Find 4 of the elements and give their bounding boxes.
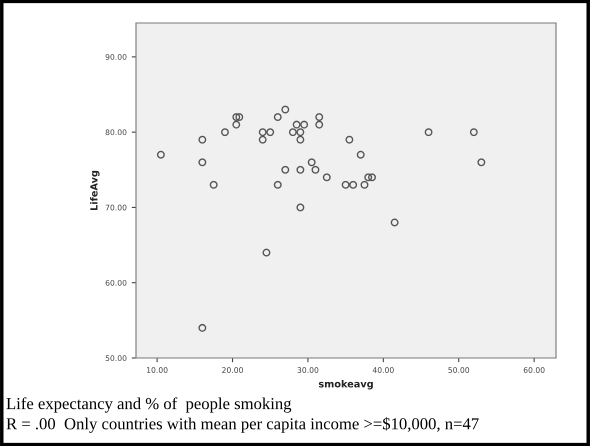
text: R = .00 Only countries with mean per capita income >=$10,000, n=47 [6, 417, 479, 433]
text: Life expectancy and % of people smoking [6, 397, 292, 413]
x-axis-title: smokeavg [318, 380, 373, 390]
y-axis-title: LifeAvg [90, 170, 100, 210]
